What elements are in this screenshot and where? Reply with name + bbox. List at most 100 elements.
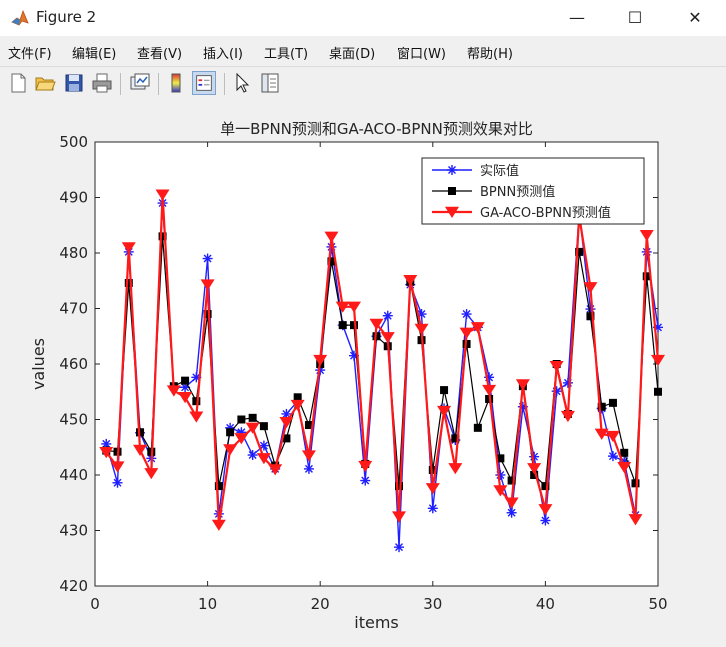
window-title: Figure 2 (36, 8, 97, 26)
matlab-icon (11, 9, 29, 26)
data-point (335, 301, 350, 313)
save-icon[interactable] (62, 71, 86, 95)
data-point (403, 274, 418, 287)
y-axis-label: values (29, 338, 48, 390)
data-point (631, 479, 640, 488)
x-tick-label: 20 (311, 595, 330, 613)
data-point (226, 428, 235, 437)
data-point (515, 379, 530, 391)
colorbar-icon[interactable] (164, 71, 188, 95)
y-tick-label: 450 (59, 411, 88, 429)
menu-edit[interactable]: 编辑(E) (72, 47, 117, 62)
print-icon[interactable] (90, 71, 114, 95)
data-point (101, 438, 112, 449)
data-point (358, 460, 373, 473)
data-point (304, 421, 313, 430)
data-point (189, 411, 204, 423)
new-figure-icon[interactable] (6, 71, 30, 95)
pointer-icon[interactable] (230, 71, 254, 95)
data-point (392, 511, 407, 523)
property-inspector-icon[interactable] (258, 71, 282, 95)
close-button[interactable]: ✕ (688, 8, 702, 27)
menu-bar: 文件(F) 编辑(E) 查看(V) 插入(I) 工具(T) 桌面(D) 窗口(W… (0, 36, 726, 66)
data-point (639, 229, 654, 242)
data-point (395, 482, 404, 491)
data-point (414, 323, 429, 335)
data-point (112, 477, 123, 488)
data-point (360, 475, 371, 486)
data-point (380, 332, 395, 344)
data-point (507, 476, 516, 485)
data-point (549, 360, 564, 373)
data-point (268, 464, 283, 476)
data-point (192, 397, 201, 406)
data-point (234, 433, 249, 445)
data-point (575, 247, 584, 256)
legend-marker (447, 165, 457, 175)
data-point (651, 354, 665, 367)
x-tick-label: 30 (423, 595, 442, 613)
x-tick-label: 40 (536, 595, 555, 613)
y-tick-label: 440 (59, 466, 88, 484)
legend-label: BPNN预测值 (480, 184, 555, 200)
data-point (620, 448, 629, 457)
data-point (313, 354, 328, 367)
data-point (473, 423, 482, 432)
y-tick-label: 460 (59, 355, 88, 373)
title-bar: Figure 2 — ☐ ✕ (0, 0, 726, 36)
data-point (259, 422, 268, 431)
data-point (562, 377, 573, 388)
data-point (327, 257, 336, 266)
data-point (583, 282, 598, 294)
y-tick-label: 500 (59, 133, 88, 151)
menu-desktop[interactable]: 桌面(D) (329, 47, 376, 62)
data-point (495, 470, 506, 480)
data-point (440, 386, 449, 395)
data-point (425, 483, 440, 495)
toolbar (0, 66, 726, 102)
data-point (158, 232, 167, 241)
minimize-button[interactable]: — (569, 8, 585, 27)
data-point (166, 385, 181, 397)
link-plot-icon[interactable] (128, 71, 152, 95)
data-point (448, 463, 463, 475)
data-point (504, 497, 519, 509)
data-point (245, 422, 260, 434)
data-point (642, 272, 651, 281)
data-point (617, 461, 632, 474)
data-point (155, 189, 170, 201)
data-point (461, 309, 472, 320)
data-point (451, 434, 460, 443)
data-point (248, 413, 257, 422)
menu-tools[interactable]: 工具(T) (264, 47, 309, 62)
data-point (247, 450, 258, 461)
data-point (427, 503, 438, 514)
menu-view[interactable]: 查看(V) (137, 47, 183, 62)
x-tick-label: 10 (198, 595, 217, 613)
data-point (382, 310, 393, 321)
data-point (493, 485, 508, 497)
menu-insert[interactable]: 插入(I) (203, 47, 243, 62)
y-tick-label: 490 (59, 189, 88, 207)
y-tick-label: 430 (59, 522, 88, 540)
legend-marker (448, 187, 456, 195)
menu-window[interactable]: 窗口(W) (397, 47, 446, 62)
menu-help[interactable]: 帮助(H) (467, 47, 513, 62)
maximize-button[interactable]: ☐ (627, 8, 643, 27)
data-point (203, 310, 212, 319)
menu-file[interactable]: 文件(F) (8, 47, 52, 62)
y-tick-label: 420 (59, 577, 88, 595)
data-point (99, 446, 114, 459)
data-point (202, 253, 213, 264)
data-point (607, 451, 618, 462)
x-tick-label: 50 (648, 595, 667, 613)
data-point (540, 515, 551, 526)
chart: 0 10 20 30 40 50 420 430 440 450 460 470 480 490 500 单一… (29, 120, 668, 632)
open-file-icon[interactable] (33, 71, 57, 95)
data-point (301, 450, 316, 462)
data-point (124, 278, 133, 287)
data-point (654, 387, 662, 396)
legend-icon[interactable] (192, 71, 216, 95)
data-point (211, 519, 226, 531)
data-point (110, 461, 125, 473)
